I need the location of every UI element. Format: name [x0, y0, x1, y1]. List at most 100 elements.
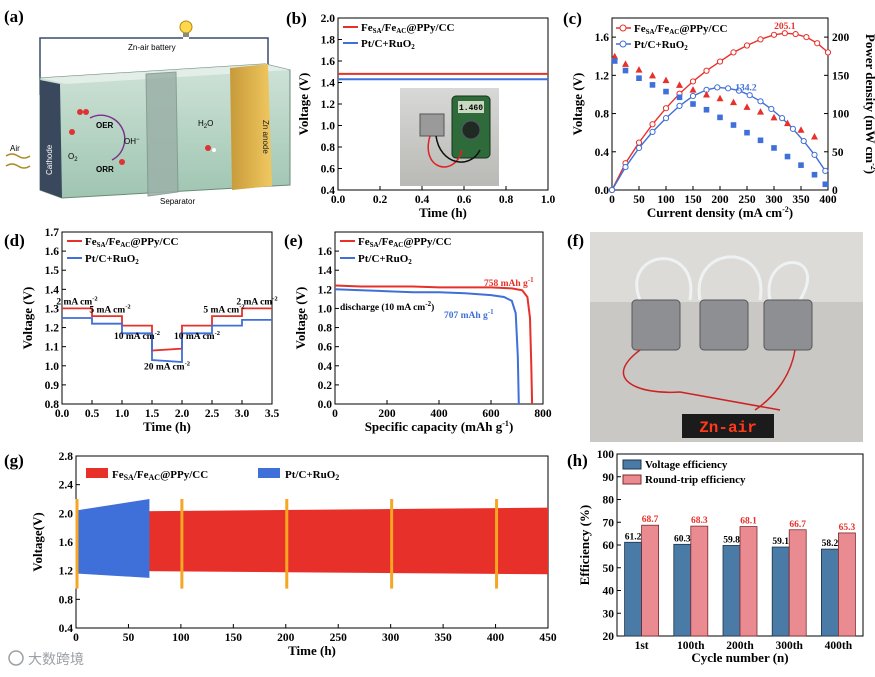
x-axis-label: Cycle number (n) — [691, 650, 788, 665]
y2-tick-label: 100 — [832, 109, 850, 121]
x-tick-label: 250 — [738, 194, 756, 206]
power-point — [649, 121, 656, 128]
x-tick-label: 0 — [73, 632, 79, 644]
panel-label-d: (d) — [4, 231, 25, 250]
x-tick-label: 0.0 — [331, 194, 346, 206]
power-point — [789, 125, 797, 132]
x-axis-label: Time (h) — [143, 419, 191, 434]
y-axis-label: Voltage (V) — [293, 287, 308, 350]
hydrogen-atom — [212, 148, 216, 152]
lightbulb-icon — [179, 20, 193, 34]
x-tick-label: 400 — [819, 194, 837, 206]
series-c: 205.1 134.2 — [608, 22, 832, 194]
legend-label-pt: Pt/C+RuO2 — [358, 253, 412, 266]
h2o-label: H2O — [198, 119, 213, 130]
panel-label-e: (e) — [284, 231, 303, 250]
x-tick-label: 150 — [225, 632, 243, 644]
panel-label-f: (f) — [567, 231, 584, 250]
current-density-label: 2 mA cm-2 — [56, 296, 97, 308]
y-tick-label: 0.4 — [318, 361, 333, 373]
power-point — [803, 34, 810, 41]
legend-label-pt: Pt/C+RuO2 — [285, 469, 339, 482]
voltage-point — [771, 145, 777, 151]
x-tick-label: 2.5 — [205, 408, 220, 420]
y2-axis-label: Power density (mW cm-2) — [863, 34, 875, 174]
x-tick-label: 0.8 — [499, 194, 514, 206]
red-lead-wire — [754, 349, 796, 411]
power-point — [746, 92, 753, 99]
axes-d: 0.0 0.5 1.0 1.5 2.0 2.5 3.0 3.5 0.8 0.9 1.0 1.1 1.2 1… — [20, 227, 279, 434]
battery-title: Zn-air battery — [128, 43, 176, 52]
y-tick-label: 1.1 — [45, 342, 60, 354]
x-tick-label: 3.5 — [265, 408, 280, 420]
multimeter-reading: 1.460 — [459, 104, 483, 113]
y-tick-label: 1.0 — [321, 121, 336, 133]
y-tick-label: 1.8 — [321, 35, 336, 47]
oxygen-molecule — [83, 109, 89, 115]
voltage-point — [662, 76, 670, 84]
annotations-d: 2 mA cm-25 mA cm-210 mA cm-220 mA cm-210… — [56, 296, 277, 373]
cycling-band-fe — [76, 507, 548, 575]
reaction-cycle-arrow — [89, 114, 126, 161]
axes-c: 0 50 100 150 200 250 300 350 400 0.0 0.4 0.8 1.2 1.6 C… — [570, 32, 875, 220]
power-curve — [611, 32, 829, 191]
x-axis-label: Current density (mA cm-2) — [647, 205, 793, 220]
bar — [838, 532, 856, 637]
air-tubes — [635, 255, 809, 301]
bar — [641, 524, 659, 637]
x-tick-label: 200 — [711, 194, 729, 206]
y-tick-label: 0.4 — [595, 147, 610, 159]
legend-label-fe: FeSA/FeAC@PPy/CC — [361, 22, 455, 35]
x-tick-label: 100 — [172, 632, 190, 644]
axes-h: 20 30 40 50 60 70 80 90 100 Efficiency (%) Cycle n… — [577, 449, 853, 665]
power-point — [622, 163, 629, 171]
y-tick-label: 2.8 — [59, 451, 74, 463]
legend-h: Voltage efficiency Round-trip efficiency — [622, 459, 746, 486]
legend-label-pt: Pt/C+RuO2 — [85, 253, 139, 266]
power-point — [779, 115, 786, 122]
y-tick-label: 50 — [603, 563, 615, 575]
power-point — [811, 151, 818, 158]
voltage-point — [689, 86, 697, 93]
axes-e: 0 200 400 600 800 0.0 0.2 0.4 0.6 0.8 1.0 1.2 1.4 1.6… — [293, 246, 552, 434]
circuit-wire — [39, 37, 269, 95]
y2-tick-label: 200 — [832, 32, 850, 44]
separator-label: Separator — [160, 197, 195, 206]
x-tick-label: 100 — [657, 194, 675, 206]
legend-g: FeSA/FeAC@PPy/CC Pt/C+RuO2 — [86, 468, 339, 482]
power-point — [714, 84, 721, 91]
voltage-point — [811, 132, 818, 140]
voltage-point — [649, 71, 656, 79]
air-label: Air — [10, 144, 20, 153]
legend-b: FeSA/FeAC@PPy/CC Pt/C+RuO2 — [343, 22, 455, 51]
power-point — [689, 92, 697, 100]
panel-d: (d) 0.0 0.5 1.0 1.5 2.0 2.5 3.0 3.5 0.8 0.9 1.0 1.1… — [4, 227, 279, 434]
x-axis-label: Time (h) — [419, 205, 467, 220]
battery-cell-2 — [699, 299, 749, 351]
led-display-text: Zn-air — [699, 419, 757, 437]
panel-label-c: (c) — [563, 9, 582, 28]
panel-h: (h) 20 30 40 50 60 70 80 90 100 Efficiency (%) Cyc… — [567, 449, 864, 665]
series-line — [62, 317, 272, 363]
x-tick-label: 150 — [684, 194, 702, 206]
legend-label-fe: FeSA/FeAC@PPy/CC — [634, 23, 728, 36]
y-tick-label: 90 — [603, 472, 615, 484]
series-g — [75, 499, 548, 589]
y-tick-label: 0.8 — [59, 594, 74, 606]
oh-label: OH− — [124, 137, 140, 146]
panel-label-g: (g) — [4, 451, 24, 470]
power-point — [725, 85, 732, 92]
legend-label-roundtrip: Round-trip efficiency — [645, 474, 746, 486]
y2-tick-label: 150 — [832, 70, 850, 82]
x-tick-label: 100th — [677, 640, 705, 652]
power-point — [662, 115, 670, 122]
legend-marker-pt — [619, 40, 627, 48]
separator-membrane — [145, 71, 179, 197]
discharge-condition-label: discharge (10 mA cm-2) — [340, 300, 434, 313]
power-point — [608, 186, 616, 194]
bar — [624, 541, 642, 637]
bar-value-label: 68.1 — [740, 517, 757, 527]
x-tick-label: 1.5 — [145, 408, 160, 420]
voltage-point — [676, 81, 683, 88]
y-tick-label: 0.0 — [595, 185, 610, 197]
